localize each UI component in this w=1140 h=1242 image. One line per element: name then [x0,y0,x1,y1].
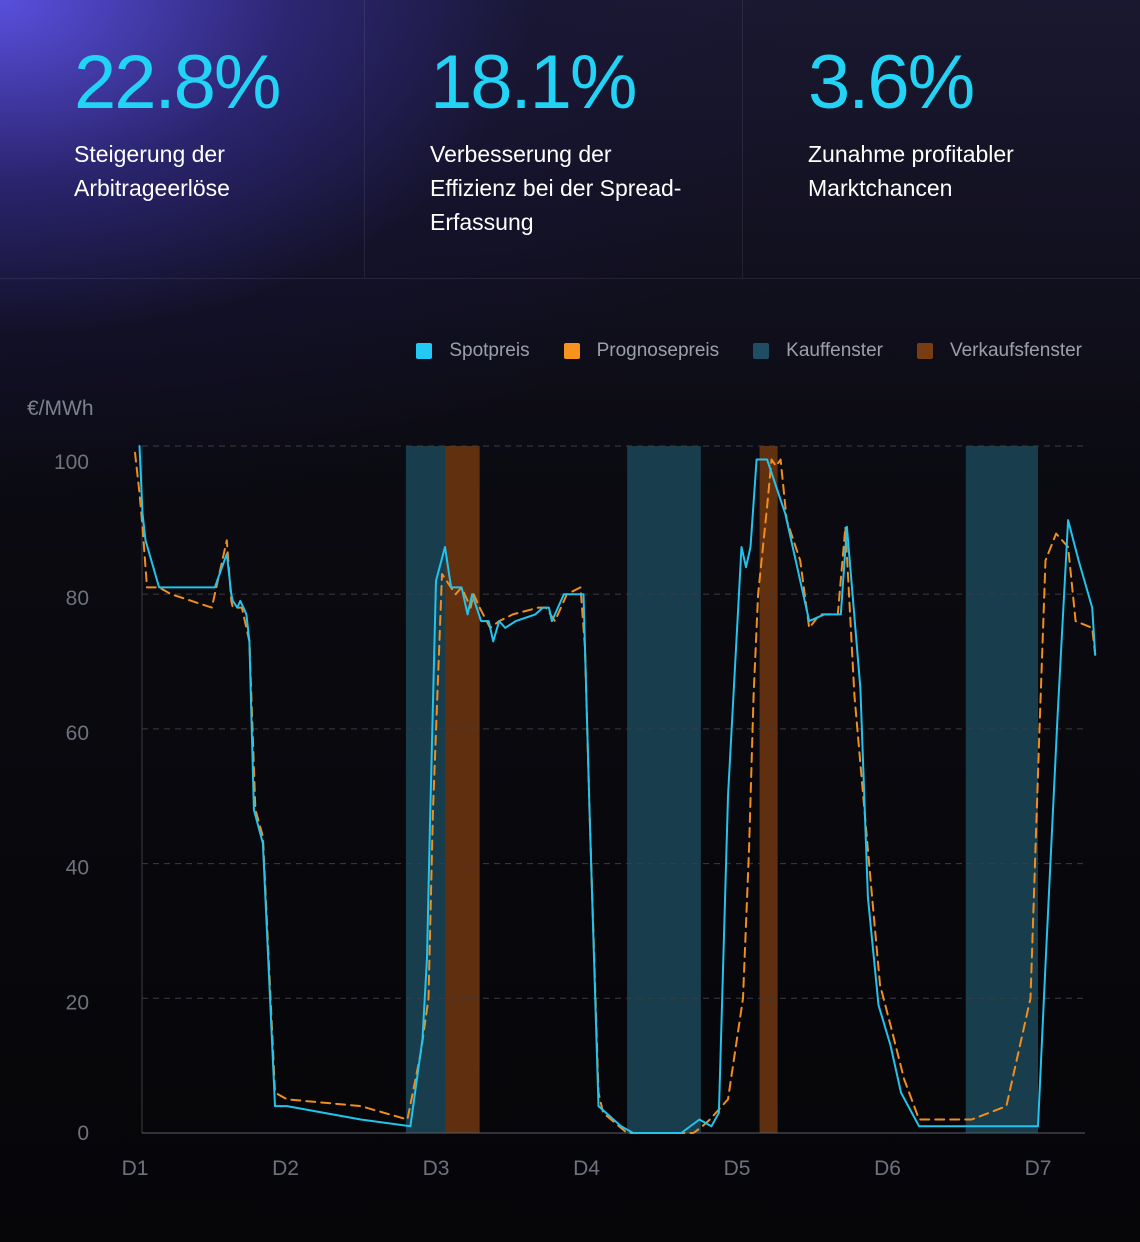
x-tick-label: D3 [423,1157,450,1180]
buy-window-band [627,446,701,1133]
sell-window-band [759,446,778,1133]
chart-legend: Spotpreis Prognosepreis Kauffenster Verk… [416,338,1082,364]
legend-item-buy-window[interactable]: Kauffenster [753,340,883,362]
y-tick-label: 0 [77,1122,89,1145]
y-tick-label: 100 [54,451,89,474]
stat-value: 22.8% [74,40,282,125]
legend-label: Spotpreis [449,340,530,361]
legend-swatch [416,343,433,359]
legend-label: Prognosepreis [596,340,720,361]
legend-label: Kauffenster [786,340,883,361]
legend-label: Verkaufsfenster [949,340,1082,361]
stat-label: Verbesserung der Effizienz bei der Sprea… [430,141,682,235]
stat-value: 3.6% [808,40,975,125]
x-tick-label: D1 [122,1157,149,1180]
stat-label: Zunahme profitabler Marktchancen [808,141,1014,201]
x-tick-label: D7 [1025,1157,1052,1180]
legend-item-forecast[interactable]: Prognosepreis [563,340,720,362]
stat-label: Steigerung der Arbitrageerlöse [74,141,230,201]
buy-window-band [405,446,446,1133]
stats-row: 22.8% Steigerung der Arbitrageerlöse 18.… [0,0,1140,279]
y-tick-label: 20 [66,991,89,1014]
legend-item-sell-window[interactable]: Verkaufsfenster [916,340,1082,362]
legend-swatch [916,343,933,359]
spot-price-line [138,445,1097,1134]
x-tick-label: D5 [724,1157,751,1180]
forecast-price-line [134,451,1097,1134]
y-tick-label: 80 [66,587,89,610]
buy-window-band [965,446,1038,1133]
y-tick-label: 60 [66,722,89,745]
stat-card: 3.6% Zunahme profitabler Marktchancen [743,0,1140,278]
legend-swatch [753,343,770,359]
stat-value: 18.1% [430,40,638,125]
legend-item-spot[interactable]: Spotpreis [416,340,530,362]
x-tick-label: D4 [573,1157,600,1180]
stat-card: 22.8% Steigerung der Arbitrageerlöse [0,0,365,278]
legend-swatch [563,343,580,359]
y-tick-label: 40 [66,857,89,880]
y-axis-unit-label: €/MWh [27,397,94,420]
stat-card: 18.1% Verbesserung der Effizienz bei der… [365,0,743,278]
x-tick-label: D6 [874,1157,901,1180]
sell-window-band [445,446,480,1133]
x-tick-label: D2 [272,1157,299,1180]
